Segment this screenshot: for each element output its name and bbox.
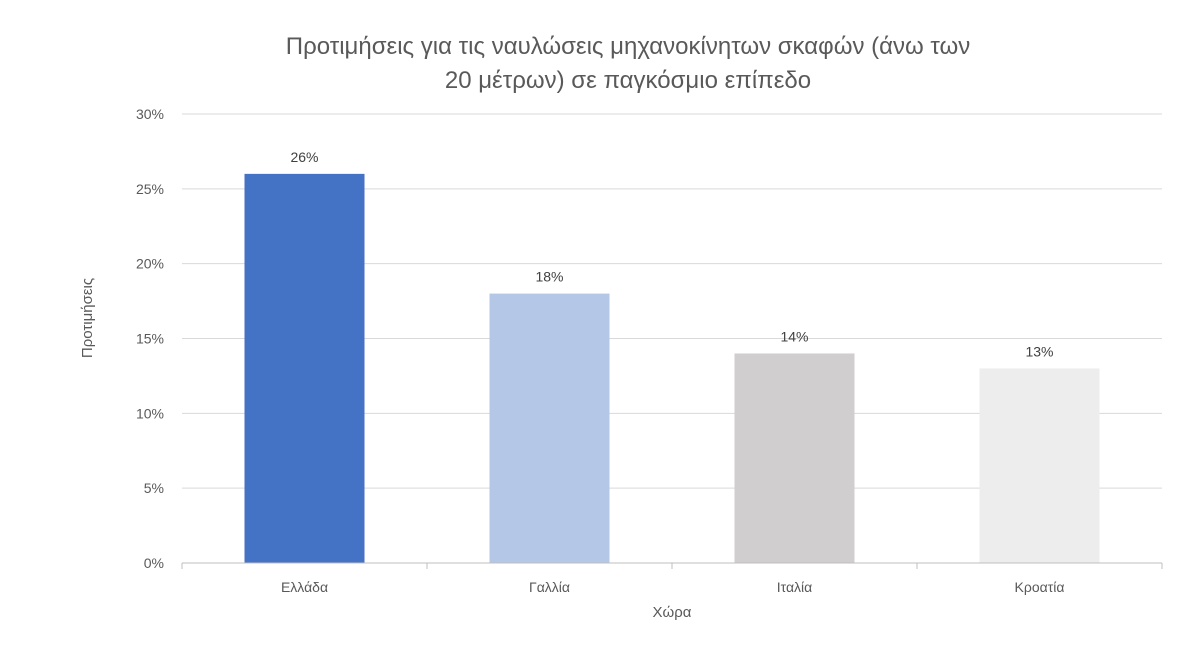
x-tick-label: Κροατία [1015, 579, 1065, 595]
y-axis-title: Προτιμήσεις [79, 278, 96, 358]
y-tick-label: 0% [144, 555, 164, 571]
bars [244, 173, 1100, 563]
data-label: 14% [780, 328, 808, 344]
bar [734, 353, 855, 563]
y-tick-label: 20% [136, 256, 164, 272]
bar [979, 368, 1100, 563]
x-axis-category-labels: Ελλάδα Γαλλία Ιταλία Κροατία [281, 579, 1065, 595]
chart-title-line-2: 20 μέτρων) σε παγκόσμιο επίπεδο [445, 67, 811, 94]
x-axis [181, 562, 1163, 569]
bar [489, 293, 610, 563]
data-label: 18% [535, 269, 563, 285]
x-tick-label: Ελλάδα [281, 579, 328, 595]
y-tick-label: 10% [136, 405, 164, 421]
y-tick-label: 30% [136, 106, 164, 122]
x-tick-label: Ιταλία [777, 579, 813, 595]
y-axis-tick-labels: 0% 5% 10% 15% 20% 25% 30% [136, 106, 164, 571]
data-labels: 26% 18% 14% 13% [290, 149, 1053, 360]
x-tick-label: Γαλλία [529, 579, 570, 595]
y-tick-label: 15% [136, 331, 164, 347]
data-label: 26% [290, 149, 318, 165]
chart-title: Προτιμήσεις για τις ναυλώσεις μηχανοκίνη… [286, 33, 971, 94]
x-axis-title: Χώρα [653, 604, 692, 621]
y-tick-label: 5% [144, 480, 164, 496]
chart-title-line-1: Προτιμήσεις για τις ναυλώσεις μηχανοκίνη… [286, 33, 971, 60]
bar [244, 173, 365, 563]
y-tick-label: 25% [136, 181, 164, 197]
data-label: 13% [1025, 343, 1053, 359]
